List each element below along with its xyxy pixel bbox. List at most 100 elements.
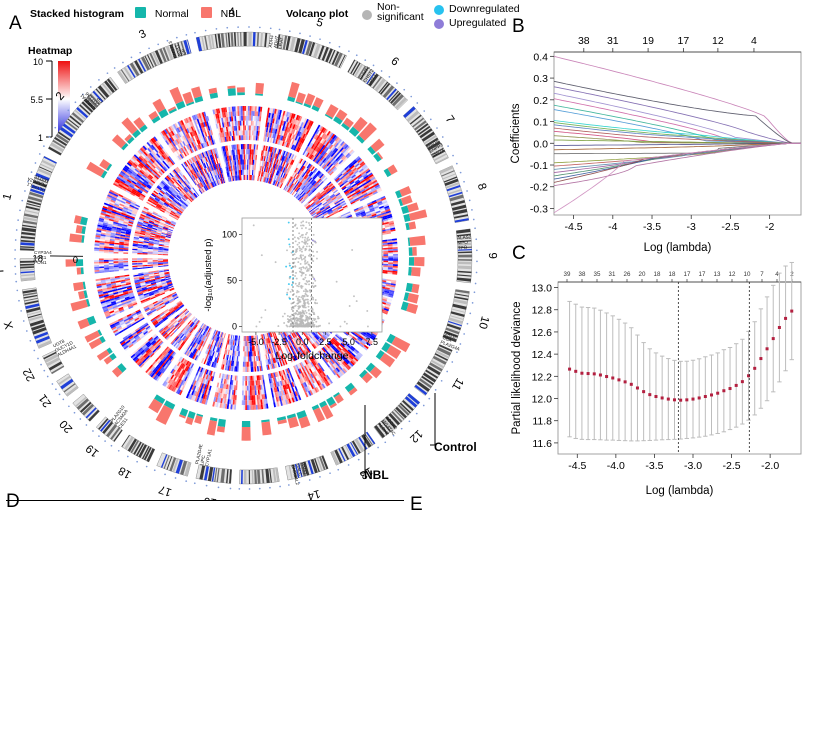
panel-label-b: B [512,16,525,37]
svg-text:12.4: 12.4 [532,349,553,361]
svg-text:18: 18 [669,271,676,278]
svg-text:0.0: 0.0 [533,138,548,150]
svg-text:11.6: 11.6 [532,438,552,450]
volcano-legend-item-downregulated: Downregulated [449,3,520,15]
heatmap-colorbar: 10 5.5 1 [30,57,70,143]
svg-text:PAM3: PAM3 [300,462,308,475]
svg-text:17: 17 [684,271,691,278]
svg-text:GBA: GBA [442,335,454,344]
svg-text:50: 50 [227,276,237,286]
svg-text:ADH4: ADH4 [268,34,275,47]
svg-text:2: 2 [790,271,794,278]
svg-text:Y: Y [0,267,7,276]
svg-text:9: 9 [486,252,498,259]
svg-text:GPX3: GPX3 [366,73,377,86]
svg-text:18: 18 [117,464,134,481]
svg-text:5.5: 5.5 [30,95,43,105]
svg-text:26: 26 [624,271,631,278]
svg-text:22: 22 [21,366,38,383]
svg-text:ADH7: ADH7 [273,35,280,48]
svg-text:CP: CP [96,96,104,104]
svg-text:PLA2G4E: PLA2G4E [194,444,203,465]
swatch-upregulated [434,19,444,29]
forest-table [6,497,404,501]
svg-text:4: 4 [228,6,236,18]
svg-text:0: 0 [73,255,78,266]
stacked-histogram-legend-title: Stacked histogram [30,8,124,20]
svg-text:-2.5: -2.5 [721,221,739,233]
volcano-plot-inset: -5.0 -2.5 0.0 2.5 5.0 7.5 0 50 100 Log₂foldchange… [203,217,383,362]
svg-text:LRAT: LRAT [278,37,285,49]
volcano-legend-title: Volcano plot [286,8,349,20]
svg-text:-5.0: -5.0 [248,337,264,347]
svg-text:-2.5: -2.5 [271,337,287,347]
svg-text:-2.0: -2.0 [761,460,779,472]
stacked-histogram-legend: Stacked histogram Normal NBL [30,4,241,22]
svg-text:Coefficients: Coefficients [510,103,522,163]
swatch-normal [135,7,147,18]
svg-text:Log₂foldchange: Log₂foldchange [276,350,349,362]
svg-text:CYP3A4: CYP3A4 [34,250,52,255]
svg-text:7: 7 [760,271,764,278]
svg-text:1: 1 [38,133,43,143]
svg-text:1: 1 [1,192,14,201]
stacked-legend-item-nbl: NBL [220,8,242,20]
svg-text:18: 18 [32,253,43,264]
svg-text:5: 5 [315,17,325,30]
svg-text:0.2: 0.2 [533,95,548,107]
svg-text:ALAS2: ALAS2 [457,234,472,240]
svg-text:LIPC: LIPC [199,454,206,466]
heatmap-legend: Heatmap 10 5.5 1 [14,45,100,147]
svg-text:18: 18 [654,271,661,278]
svg-text:CES1: CES1 [117,417,129,430]
col-header-plot [129,497,257,501]
svg-text:UGT8: UGT8 [52,338,66,348]
svg-text:20: 20 [58,417,76,435]
svg-text:19: 19 [642,35,654,47]
svg-text:PON1: PON1 [34,260,47,265]
panel-e-boxplot [405,492,815,742]
svg-text:7: 7 [443,114,457,126]
svg-text:12.6: 12.6 [532,327,553,339]
volcano-legend-item-nonsignificant: Non-significant [377,1,424,23]
svg-text:7.5: 7.5 [366,337,379,347]
svg-text:100: 100 [222,230,237,240]
svg-text:4: 4 [775,271,779,278]
svg-text:-3.5: -3.5 [645,460,663,472]
svg-text:0.1: 0.1 [533,117,548,129]
svg-text:13.0: 13.0 [532,283,553,295]
svg-text:-3.5: -3.5 [643,221,661,233]
stacked-legend-item-normal: Normal [154,8,189,20]
svg-text:17: 17 [699,271,706,278]
svg-text:-4.5: -4.5 [565,221,583,233]
svg-text:12: 12 [407,427,425,445]
svg-text:Partial likelihood deviance: Partial likelihood deviance [511,302,523,435]
volcano-legend-item-upregulated: Upregulated [449,17,507,29]
svg-text:-0.2: -0.2 [530,182,548,194]
svg-text:12.8: 12.8 [532,305,553,317]
svg-text:2.5: 2.5 [319,337,332,347]
svg-text:-4.0: -4.0 [607,460,625,472]
svg-text:35: 35 [594,271,601,278]
svg-text:17: 17 [678,35,690,47]
svg-text:38: 38 [579,271,586,278]
svg-text:10: 10 [33,57,43,67]
svg-text:19: 19 [84,442,101,459]
svg-text:-3.0: -3.0 [684,460,702,472]
svg-text:20: 20 [639,271,646,278]
svg-text:10: 10 [476,315,491,330]
panel-d-forest-plot [6,497,406,737]
svg-text:12.0: 12.0 [532,394,553,406]
svg-text:5.0: 5.0 [342,337,355,347]
svg-text:GLYATL1: GLYATL1 [26,181,46,192]
svg-text:MAT1C: MAT1C [33,173,50,183]
heatmap-legend-title: Heatmap [28,45,73,57]
svg-text:12.2: 12.2 [532,371,553,383]
svg-text:CYP1A1: CYP1A1 [204,448,213,467]
svg-text:21: 21 [37,392,54,409]
svg-text:0.4: 0.4 [533,51,548,63]
svg-text:MPO: MPO [457,240,468,246]
svg-text:-2: -2 [765,221,774,233]
svg-text:X: X [2,319,16,330]
svg-text:38: 38 [578,35,590,47]
